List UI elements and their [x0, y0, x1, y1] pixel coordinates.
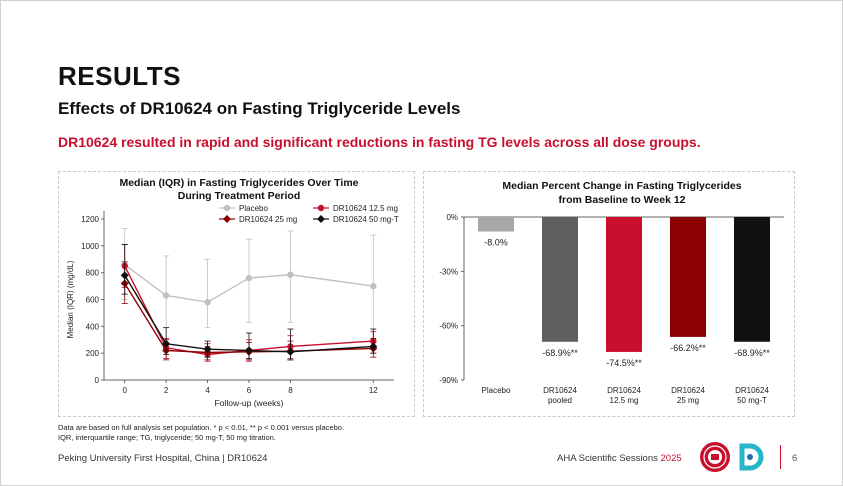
y-tick-label: -60% — [439, 322, 458, 331]
bar — [734, 217, 770, 342]
y-tick-label: 200 — [86, 349, 100, 358]
legend-marker — [223, 204, 231, 212]
bar — [670, 217, 706, 337]
data-point — [203, 345, 212, 354]
data-point — [286, 347, 295, 356]
bar-chart: Median Percent Change in Fasting Triglyc… — [439, 180, 784, 405]
series-line — [124, 274, 374, 353]
y-tick-label: 600 — [86, 296, 100, 305]
footer-conference: AHA Scientific Sessions 2025 — [557, 453, 682, 464]
page-title: RESULTS — [58, 61, 181, 91]
data-point — [287, 271, 294, 278]
footnote-line-1: Data are based on full analysis set popu… — [58, 423, 345, 432]
category-label: 25 mg — [677, 396, 699, 405]
category-label: DR10624 — [671, 386, 705, 395]
category-label: DR10624 — [735, 386, 769, 395]
legend-label: Placebo — [239, 204, 268, 213]
bar-value-label: -68.9%** — [734, 348, 770, 358]
x-tick-label: 6 — [247, 386, 252, 395]
data-point — [370, 282, 377, 290]
bar-chart-panel: Median Percent Change in Fasting Triglyc… — [423, 171, 795, 417]
bar-value-label: -66.2%** — [670, 343, 706, 353]
line-chart: Median (IQR) in Fasting Triglycerides Ov… — [66, 177, 399, 408]
legend-marker — [317, 215, 325, 223]
footnote-line-2: IQR, interquartile range; TG, triglyceri… — [58, 433, 276, 442]
category-label: pooled — [548, 396, 572, 405]
page-number: 6 — [792, 453, 798, 464]
data-point — [204, 298, 211, 306]
bar-value-label: -74.5%** — [606, 358, 642, 368]
footer-conference-name: AHA Scientific Sessions — [557, 453, 661, 464]
bar — [478, 217, 514, 232]
legend-label: DR10624 50 mg-T — [333, 215, 399, 224]
series-line — [124, 264, 374, 303]
y-tick-label: 400 — [86, 322, 100, 331]
data-point — [120, 271, 129, 280]
x-tick-label: 12 — [369, 386, 378, 395]
y-tick-label: 800 — [86, 269, 100, 278]
key-finding: DR10624 resulted in rapid and significan… — [58, 134, 701, 150]
line-chart-title-line-2: During Treatment Period — [178, 190, 301, 202]
category-label: DR10624 — [543, 386, 577, 395]
category-label: 12.5 mg — [610, 396, 639, 405]
y-tick-label: 0 — [95, 376, 100, 385]
bar — [542, 217, 578, 342]
footer-affiliation: Peking University First Hospital, China … — [58, 453, 268, 464]
series-group — [120, 244, 378, 361]
line-chart-panel: Median (IQR) in Fasting Triglycerides Ov… — [58, 171, 415, 417]
legend-label: DR10624 25 mg — [239, 215, 297, 224]
company-logo — [739, 443, 764, 471]
x-axis-label: Follow-up (weeks) — [215, 398, 284, 408]
page-subtitle: Effects of DR10624 on Fasting Triglyceri… — [58, 99, 461, 118]
legend-label: DR10624 12.5 mg — [333, 204, 398, 213]
y-tick-label: -30% — [439, 267, 458, 276]
bar-chart-title-line-1: Median Percent Change in Fasting Triglyc… — [502, 180, 741, 192]
category-label: 50 mg-T — [737, 396, 767, 405]
category-label: Placebo — [482, 386, 511, 395]
line-chart-title-line-1: Median (IQR) in Fasting Triglycerides Ov… — [119, 177, 358, 189]
bar-value-label: -68.9%** — [542, 348, 578, 358]
x-tick-label: 2 — [164, 386, 169, 395]
series-group — [121, 227, 377, 343]
bar — [606, 217, 642, 352]
legend-marker — [223, 215, 231, 223]
data-point — [369, 342, 378, 351]
bar-chart-title-line-2: from Baseline to Week 12 — [558, 194, 685, 206]
footer-conference-year: 2025 — [660, 453, 682, 464]
data-point — [245, 274, 253, 282]
x-tick-label: 4 — [205, 386, 210, 395]
data-point — [245, 346, 253, 355]
y-axis-label: Median (IQR) (mg/dL) — [66, 260, 75, 338]
data-point — [162, 292, 170, 299]
x-tick-label: 0 — [122, 386, 127, 395]
y-tick-label: 0% — [446, 213, 458, 222]
data-point — [162, 339, 171, 348]
bar-value-label: -8.0% — [484, 237, 508, 247]
university-seal-logo — [700, 442, 730, 472]
y-tick-label: 1200 — [81, 215, 99, 224]
footer-divider — [780, 445, 781, 469]
legend-marker — [317, 204, 325, 212]
y-tick-label: 1000 — [81, 242, 99, 251]
category-label: DR10624 — [607, 386, 641, 395]
y-tick-label: -90% — [439, 376, 458, 385]
x-tick-label: 8 — [288, 386, 293, 395]
